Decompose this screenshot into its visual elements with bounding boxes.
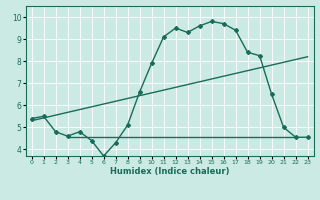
X-axis label: Humidex (Indice chaleur): Humidex (Indice chaleur) xyxy=(110,167,229,176)
